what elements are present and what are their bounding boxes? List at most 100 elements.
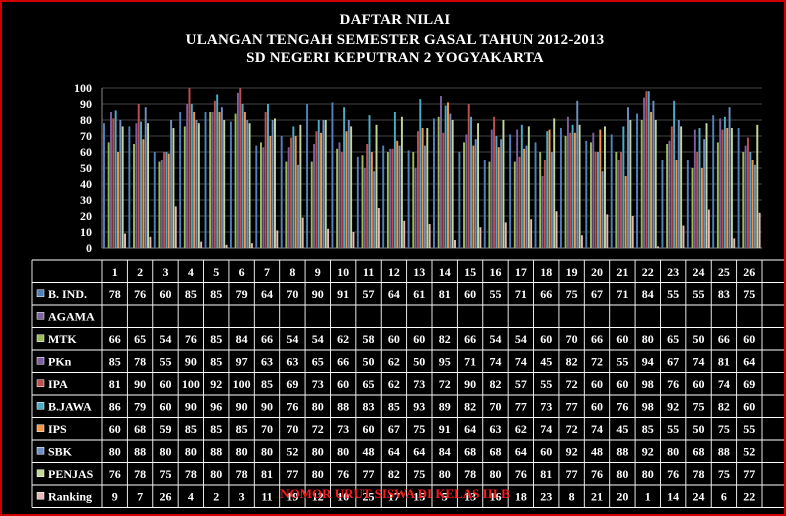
- bar-b-ind--6: [229, 121, 232, 248]
- data-value: 17: [388, 489, 400, 503]
- data-value: 85: [388, 399, 400, 413]
- data-value: 72: [591, 354, 603, 368]
- bar-b-jawa-13: [419, 99, 422, 248]
- data-value: 75: [718, 467, 730, 481]
- data-value: 8: [569, 489, 575, 503]
- legend-swatch: [36, 289, 45, 297]
- bar-b-jawa-16: [495, 136, 498, 248]
- bar-pkn-6: [236, 92, 239, 248]
- data-value: 64: [464, 422, 476, 436]
- bar-penjas-13: [426, 128, 429, 248]
- bar-penjas-18: [553, 118, 556, 249]
- data-value: 100: [233, 377, 251, 391]
- bar-ranking-1: [124, 233, 126, 248]
- data-value: 75: [413, 422, 425, 436]
- bar-b-ind--16: [483, 160, 486, 248]
- bar-ranking-6: [250, 243, 253, 248]
- bar-mtk-5: [209, 112, 212, 248]
- bar-b-ind--17: [509, 134, 512, 248]
- bar-sbk-24: [703, 139, 706, 248]
- data-value: 1: [645, 489, 651, 503]
- data-value: 92: [210, 377, 222, 391]
- data-value: 77: [743, 467, 755, 481]
- data-value: 10: [337, 489, 349, 503]
- bar-b-ind--5: [204, 112, 207, 248]
- y-tick-label: 10: [80, 225, 92, 239]
- y-tick-label: 30: [80, 193, 92, 207]
- bar-ranking-24: [707, 209, 710, 248]
- data-value: 79: [134, 399, 146, 413]
- y-tick-label: 90: [80, 97, 92, 111]
- bar-ranking-18: [555, 211, 558, 248]
- data-value: 15: [413, 489, 425, 503]
- bar-b-jawa-18: [546, 131, 549, 248]
- bar-b-ind--11: [356, 156, 359, 248]
- bar-ips-17: [523, 148, 526, 248]
- bar-penjas-14: [451, 120, 454, 248]
- bar-ipa-7: [264, 112, 267, 248]
- data-value: 78: [236, 467, 248, 481]
- data-value: 25: [363, 489, 375, 503]
- data-value: 96: [210, 399, 222, 413]
- data-value: 78: [693, 467, 705, 481]
- legend-label: PKn: [48, 354, 72, 368]
- data-value: 73: [312, 377, 324, 391]
- bar-sbk-6: [246, 120, 249, 248]
- category-label: 21: [616, 265, 628, 279]
- bar-b-jawa-11: [368, 115, 371, 248]
- bar-ipa-19: [569, 132, 572, 248]
- data-value: 92: [667, 399, 679, 413]
- bar-mtk-24: [691, 168, 694, 248]
- bar-ipa-18: [543, 160, 546, 248]
- data-value: 55: [743, 422, 755, 436]
- data-value: 80: [312, 399, 324, 413]
- data-value: 60: [159, 399, 171, 413]
- data-value: 4: [188, 489, 194, 503]
- bar-pkn-10: [338, 142, 341, 248]
- data-value: 86: [109, 399, 121, 413]
- bar-penjas-19: [578, 124, 581, 248]
- bar-mtk-26: [742, 152, 745, 248]
- bar-ips-25: [726, 128, 729, 248]
- legend-label: IPS: [48, 422, 67, 436]
- data-value: 76: [286, 399, 298, 413]
- category-label: 23: [667, 265, 679, 279]
- bar-ips-10: [345, 131, 348, 248]
- data-value: 78: [109, 287, 121, 301]
- bar-mtk-13: [412, 152, 415, 248]
- legend-swatch: [36, 402, 45, 410]
- bar-ipa-23: [670, 126, 673, 248]
- data-value: 64: [261, 287, 273, 301]
- bar-penjas-7: [274, 118, 276, 249]
- data-value: 90: [236, 399, 248, 413]
- data-value: 74: [540, 422, 552, 436]
- data-value: 88: [616, 444, 628, 458]
- data-value: 11: [261, 489, 272, 503]
- data-value: 69: [286, 377, 298, 391]
- bar-pkn-5: [211, 112, 214, 248]
- data-value: 79: [236, 287, 248, 301]
- bar-sbk-19: [576, 100, 579, 248]
- bar-b-jawa-14: [444, 105, 447, 248]
- bar-penjas-16: [502, 120, 505, 248]
- chart-title-line-2: ULANGAN TENGAH SEMESTER GASAL TAHUN 2012…: [185, 32, 605, 48]
- bar-ips-21: [624, 176, 627, 248]
- category-label: 18: [540, 265, 552, 279]
- bar-ranking-13: [428, 224, 431, 248]
- data-value: 70: [489, 399, 501, 413]
- data-value: 55: [159, 354, 171, 368]
- bar-ips-12: [396, 140, 399, 248]
- data-value: 83: [718, 287, 730, 301]
- bar-penjas-6: [248, 123, 251, 248]
- category-label: 1: [112, 265, 118, 279]
- data-value: 82: [464, 399, 476, 413]
- data-value: 52: [743, 444, 755, 458]
- bar-penjas-17: [527, 126, 530, 248]
- data-value: 92: [642, 444, 654, 458]
- bar-ips-11: [370, 152, 373, 248]
- data-value: 21: [591, 489, 603, 503]
- bar-ranking-12: [403, 220, 406, 248]
- data-value: 67: [591, 287, 603, 301]
- data-value: 63: [286, 354, 298, 368]
